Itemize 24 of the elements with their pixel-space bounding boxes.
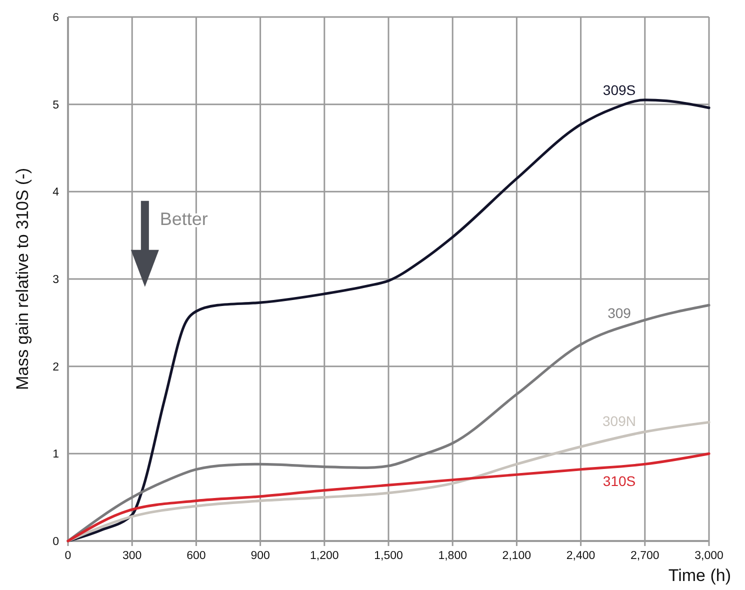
series-label: 309 [608,304,632,321]
x-tick-label: 900 [250,550,270,562]
series-label: 309N [602,412,636,429]
y-tick-label: 1 [52,448,59,461]
x-axis-title: Time (h) [668,566,731,585]
x-tick-label: 1,500 [374,550,403,562]
x-tick-label: 0 [64,550,72,562]
y-tick-label: 3 [52,274,59,286]
y-tick-label: 0 [52,536,59,548]
x-tick-label: 3,000 [694,550,724,562]
x-tick-label: 300 [122,550,142,562]
x-tick-label: 1,200 [310,550,339,562]
y-tick-label: 6 [52,12,59,24]
series-label: 309S [602,82,636,98]
x-tick-label: 600 [186,550,206,562]
y-tick-label: 5 [52,99,59,112]
series-label: 310S [602,473,636,490]
x-tick-label: 2,100 [502,550,532,562]
x-tick-label: 1,800 [438,550,467,562]
x-tick-label: 2,400 [566,550,596,562]
y-axis-title: Mass gain relative to 310S (-) [13,168,32,390]
y-tick-label: 2 [52,361,59,374]
x-tick-label: 2,700 [630,550,660,562]
y-tick-label: 4 [52,186,60,199]
